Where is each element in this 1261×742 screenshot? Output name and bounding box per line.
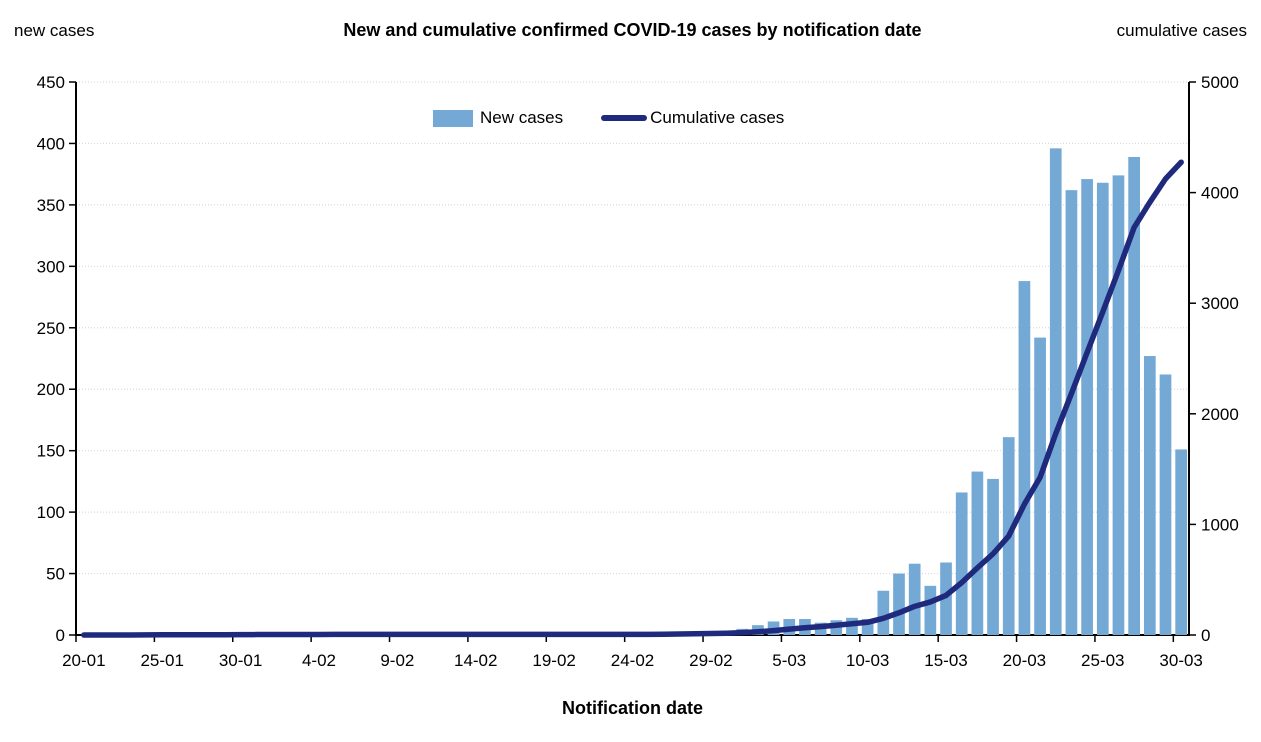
bar: [893, 573, 905, 635]
bar: [1159, 374, 1172, 635]
bar: [1112, 175, 1125, 635]
x-tick-label: 24-02: [611, 651, 654, 670]
bar: [1065, 190, 1078, 635]
cumulative-cases-line: [81, 159, 1184, 638]
new-cases-swatch-icon: [433, 109, 473, 127]
right-tick-label: 3000: [1201, 294, 1239, 313]
bar: [971, 471, 984, 635]
left-tick-label: 150: [37, 442, 65, 461]
bar: [955, 492, 968, 635]
legend-label-cumulative: Cumulative cases: [650, 108, 785, 127]
x-tick-label: 19-02: [532, 651, 575, 670]
right-axis-caption: cumulative cases: [1116, 21, 1247, 40]
legend: New cases Cumulative cases: [433, 108, 784, 128]
x-tick-label: 29-02: [689, 651, 732, 670]
x-tick-label: 15-03: [924, 651, 967, 670]
right-tick-label: 1000: [1201, 515, 1239, 534]
bar: [1175, 449, 1188, 635]
x-tick-label: 14-02: [454, 651, 497, 670]
left-tick-label: 100: [37, 503, 65, 522]
bar: [1096, 182, 1109, 635]
right-tick-label: 2000: [1201, 405, 1239, 424]
bar: [877, 590, 890, 635]
x-tick-label: 4-02: [302, 651, 336, 670]
x-tick-label: 30-03: [1159, 651, 1202, 670]
x-axis-title: Notification date: [561, 698, 703, 718]
bar: [861, 619, 874, 635]
left-tick-label: 50: [46, 565, 65, 584]
chart-title: New and cumulative confirmed COVID-19 ca…: [343, 20, 922, 40]
bar: [1081, 179, 1093, 635]
bar: [1034, 337, 1046, 635]
left-tick-label: 300: [37, 257, 65, 276]
x-tick-label: 25-03: [1081, 651, 1124, 670]
left-axis-caption: new cases: [14, 21, 95, 40]
x-tick-label: 10-03: [846, 651, 889, 670]
bar: [1018, 281, 1031, 635]
right-tick-label: 0: [1201, 626, 1210, 645]
bar: [1143, 356, 1156, 635]
left-tick-label: 200: [37, 380, 65, 399]
x-tick-label: 30-01: [219, 651, 262, 670]
x-tick-label: 20-03: [1003, 651, 1046, 670]
right-tick-label: 4000: [1201, 184, 1239, 203]
right-tick-label: 5000: [1201, 73, 1239, 92]
x-tick-label: 20-01: [62, 651, 105, 670]
bar: [1128, 156, 1140, 635]
left-tick-label: 350: [37, 196, 65, 215]
bar: [908, 563, 921, 635]
left-tick-label: 450: [37, 73, 65, 92]
cumulative-line-swatch-icon: [601, 115, 648, 121]
bar: [924, 585, 937, 635]
bar: [1049, 148, 1062, 636]
new-cases-bars: [140, 148, 1188, 636]
left-tick-label: 250: [37, 319, 65, 338]
x-tick-label: 9-02: [380, 651, 414, 670]
left-tick-label: 400: [37, 134, 65, 153]
legend-label-new-cases: New cases: [480, 108, 564, 127]
bar: [940, 562, 952, 635]
x-tick-label: 5-03: [772, 651, 806, 670]
x-tick-label: 25-01: [140, 651, 183, 670]
left-tick-label: 0: [56, 626, 65, 645]
